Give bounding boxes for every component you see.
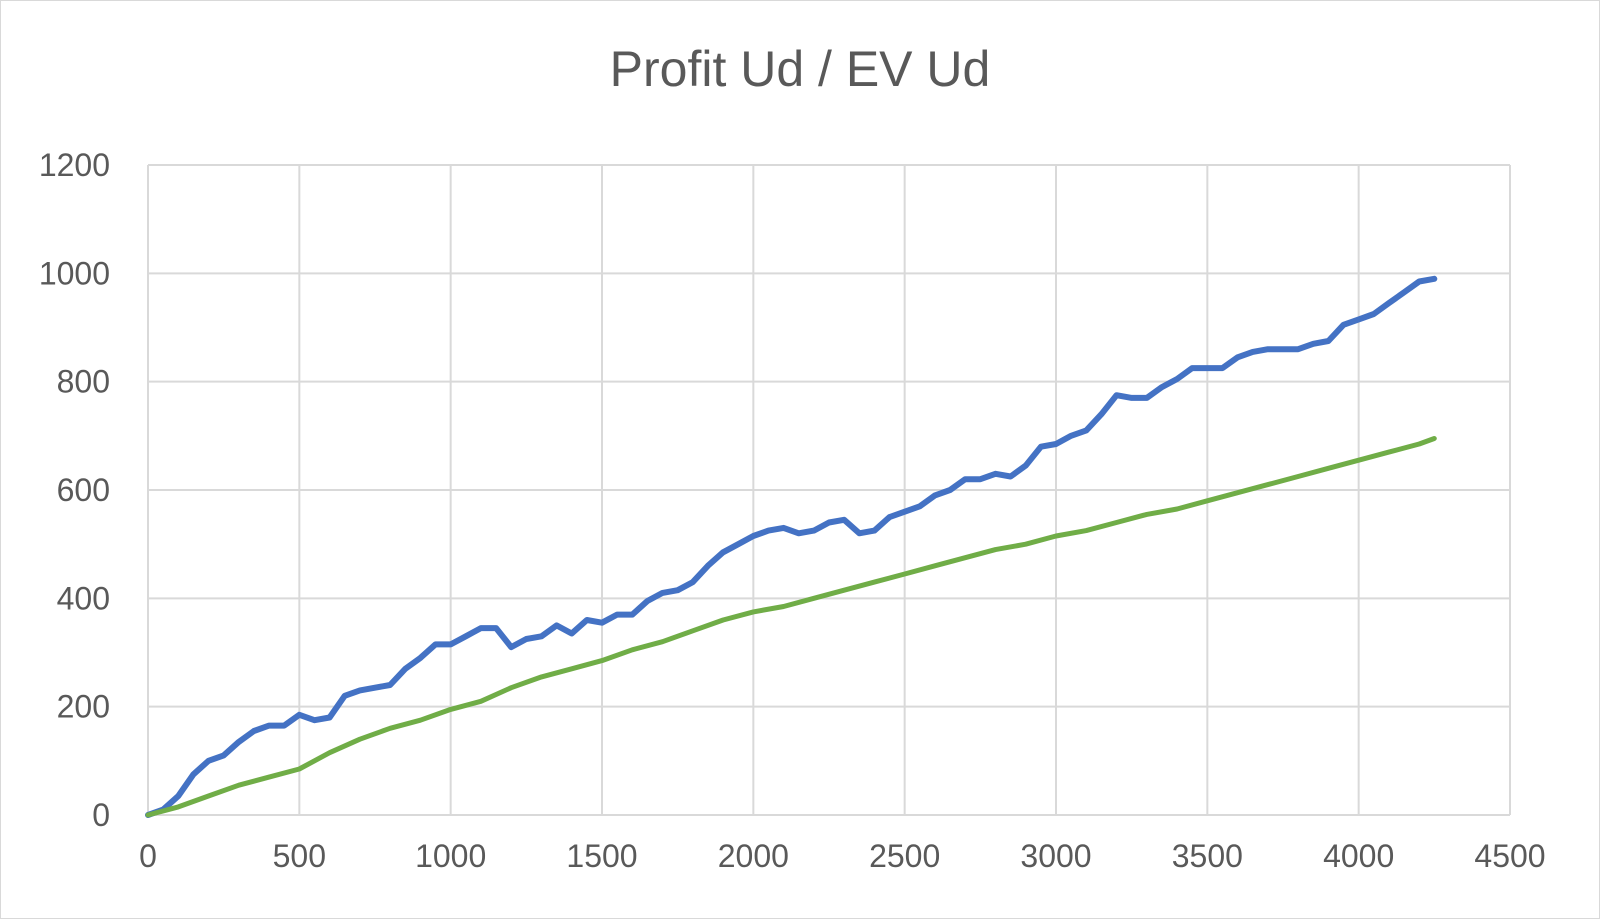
x-tick-label: 2500	[869, 838, 940, 874]
y-tick-label: 400	[57, 580, 110, 616]
x-tick-label: 3500	[1172, 838, 1243, 874]
y-tick-label: 0	[92, 797, 110, 833]
x-tick-label: 1500	[566, 838, 637, 874]
y-tick-label: 600	[57, 472, 110, 508]
y-tick-label: 1200	[39, 147, 110, 183]
x-tick-label: 4000	[1323, 838, 1394, 874]
series-line-1	[145, 275, 1438, 818]
x-tick-label: 500	[273, 838, 326, 874]
y-tick-label: 200	[57, 689, 110, 725]
x-tick-label: 1000	[415, 838, 486, 874]
x-tick-label: 2000	[718, 838, 789, 874]
y-tick-label: 800	[57, 364, 110, 400]
chart-title: Profit Ud / EV Ud	[609, 41, 991, 97]
x-tick-label: 3000	[1020, 838, 1091, 874]
y-tick-label: 1000	[39, 255, 110, 291]
x-tick-label: 0	[139, 838, 157, 874]
x-tick-label: 4500	[1474, 838, 1545, 874]
series-line-2	[145, 436, 1437, 818]
